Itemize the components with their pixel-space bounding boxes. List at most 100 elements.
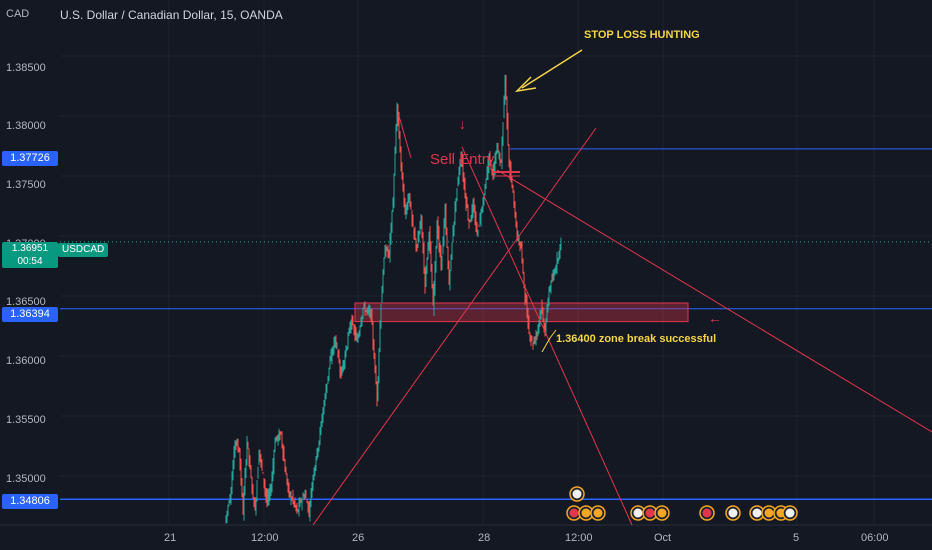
x-tick-label: 06:00 xyxy=(861,532,889,544)
candle-body xyxy=(320,423,322,430)
candle-body xyxy=(242,498,244,514)
candle-body xyxy=(539,313,541,322)
candle-body xyxy=(498,152,500,154)
candle-body xyxy=(400,149,402,165)
y-tick-label: 1.35000 xyxy=(6,473,46,485)
candle-body xyxy=(536,332,538,334)
candle-body xyxy=(531,338,533,340)
candle-body xyxy=(241,481,243,494)
candle-body xyxy=(505,75,507,98)
candle-body xyxy=(442,237,444,255)
candle-body xyxy=(420,214,422,225)
candle-body xyxy=(553,273,555,279)
candle-body xyxy=(337,351,339,353)
candle-body xyxy=(410,204,412,209)
candle-body xyxy=(332,348,334,351)
candle-body xyxy=(547,301,549,310)
candle-body xyxy=(291,498,293,500)
candle-body xyxy=(533,340,535,343)
candle-body xyxy=(321,419,323,426)
candle-body xyxy=(312,476,314,485)
candle-body xyxy=(483,196,485,201)
candle-body xyxy=(557,258,559,260)
candle-body xyxy=(262,472,264,474)
candle-body xyxy=(560,238,562,246)
candle-body xyxy=(229,498,231,500)
level-tag-36394: 1.36394 xyxy=(2,307,58,322)
candle-body xyxy=(425,268,427,282)
candle-body xyxy=(235,441,237,444)
candle-body xyxy=(482,202,484,206)
candle-body xyxy=(352,321,354,324)
candle-body xyxy=(404,198,406,213)
candle-body xyxy=(243,492,245,514)
candle-body xyxy=(360,322,362,326)
candle-body xyxy=(419,224,421,234)
candle-body xyxy=(346,347,348,349)
y-tick-label: 1.36500 xyxy=(6,296,46,308)
candle-body xyxy=(428,233,430,245)
candle-body xyxy=(472,202,474,213)
candle-body xyxy=(446,232,448,247)
candle-body xyxy=(273,452,275,468)
y-tick-label: 1.36000 xyxy=(6,355,46,367)
candle-body xyxy=(512,189,514,193)
candle-body xyxy=(396,108,398,130)
candle-body xyxy=(480,214,482,221)
candle-body xyxy=(387,250,389,254)
supply-zone xyxy=(354,302,689,323)
candle-body xyxy=(467,210,469,219)
candle-body xyxy=(299,500,301,507)
candle-body xyxy=(347,336,349,344)
candle-body xyxy=(379,325,381,350)
candle-body xyxy=(526,301,528,316)
candle-body xyxy=(432,288,434,305)
candle-body xyxy=(326,383,328,390)
candle-body xyxy=(437,221,439,238)
candle-body xyxy=(359,327,361,333)
candle-body xyxy=(412,221,414,227)
candle-body xyxy=(370,309,372,318)
candle-body xyxy=(256,481,258,500)
candle-body xyxy=(518,237,520,244)
candle-body xyxy=(469,220,471,222)
candle-body xyxy=(506,96,508,124)
candle-body xyxy=(232,464,234,479)
candle-body xyxy=(413,228,415,234)
candle-body xyxy=(524,287,526,300)
candle-body xyxy=(462,161,464,177)
candle-body xyxy=(333,340,335,351)
candle-body xyxy=(272,464,274,476)
candle-body xyxy=(491,169,493,174)
candle-body xyxy=(316,448,318,458)
candle-body xyxy=(406,207,408,211)
candle-body xyxy=(344,355,346,364)
candle-body xyxy=(451,242,453,260)
candle-body xyxy=(315,459,317,468)
candle-body xyxy=(540,310,542,317)
candle-body xyxy=(248,448,250,460)
candle-body xyxy=(476,225,478,232)
candle-body xyxy=(535,335,537,339)
x-tick-label: 26 xyxy=(352,532,365,544)
event-flag-icon xyxy=(572,489,582,499)
candle-body xyxy=(246,440,248,461)
candle-body xyxy=(350,321,352,327)
candle-body xyxy=(388,250,390,253)
candle-body xyxy=(357,336,359,342)
candle-body xyxy=(249,459,251,467)
x-tick-label: Oct xyxy=(654,532,672,544)
candle-body xyxy=(386,247,388,251)
candle-body xyxy=(471,207,473,218)
candle-body xyxy=(508,145,510,167)
candle-body xyxy=(453,221,455,232)
candle-body xyxy=(342,364,344,372)
candle-body xyxy=(345,351,347,353)
candle-body xyxy=(373,344,375,359)
candle-body xyxy=(532,342,534,347)
candle-body xyxy=(348,329,350,335)
candle-body xyxy=(225,515,227,522)
candle-body xyxy=(559,244,561,255)
candle-body xyxy=(534,338,536,341)
